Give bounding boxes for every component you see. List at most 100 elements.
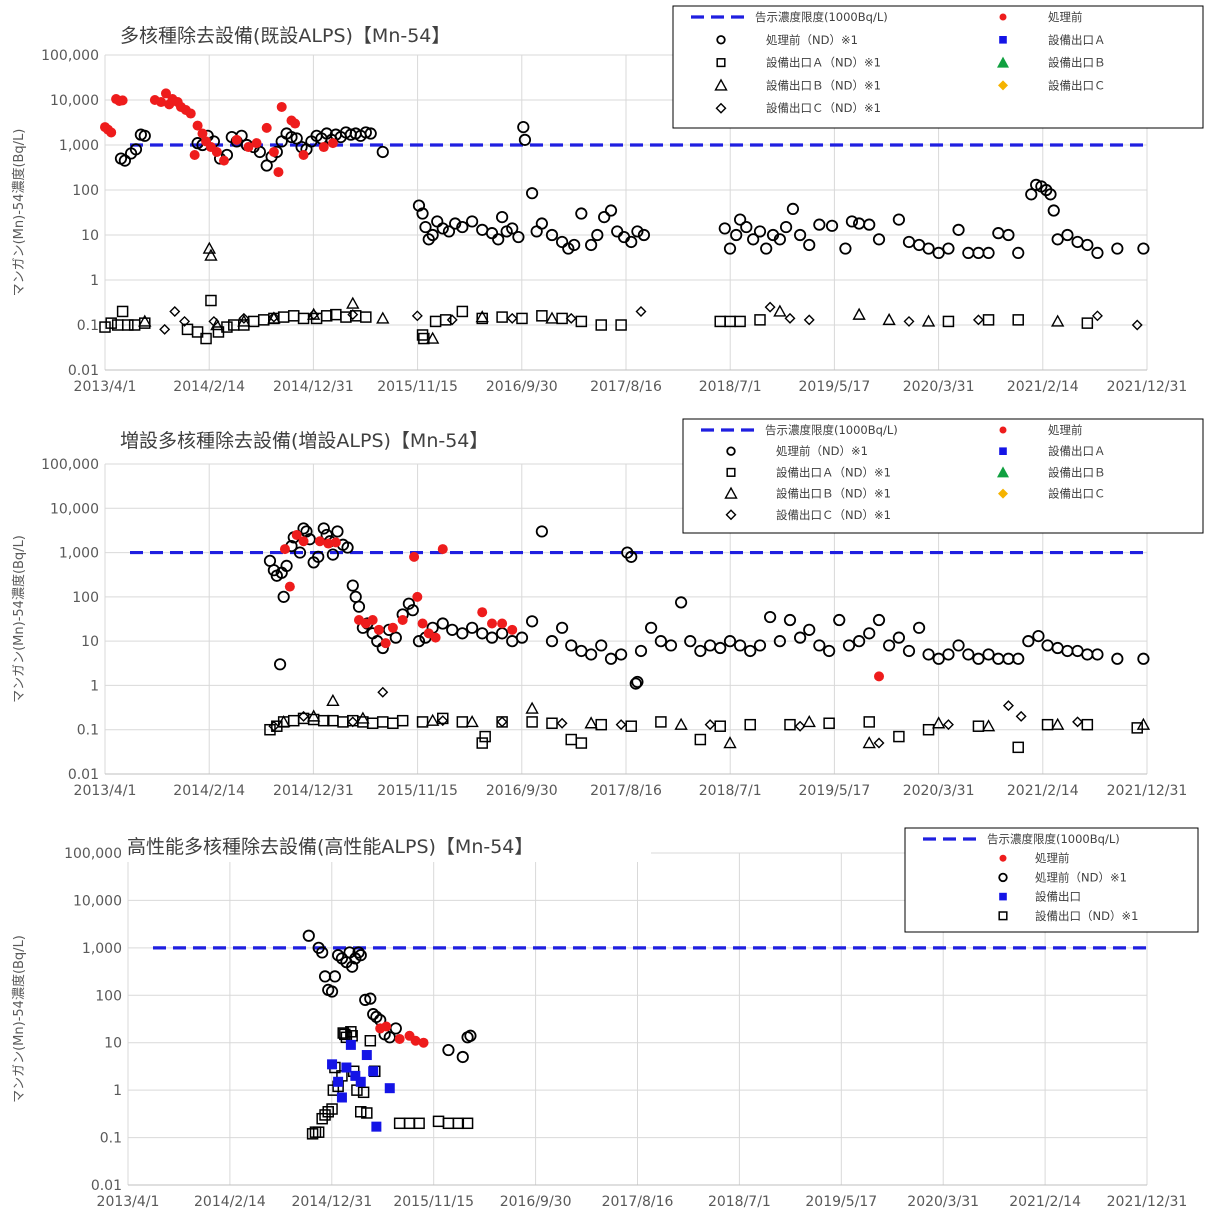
point-out-c-nd (1002, 700, 1014, 712)
point-out-a-nd (122, 319, 134, 331)
point-pre-nd (786, 202, 800, 216)
point-pre-nd (1081, 238, 1094, 252)
point-pre-nd (354, 949, 367, 962)
legend-item-out-b-nd: 設備出口Ｂ（ND）※1 (724, 487, 891, 501)
x-tick-label: 2020/3/31 (907, 1194, 979, 1210)
point-pre-nd (318, 970, 332, 983)
point-pre-nd (637, 228, 651, 242)
point-pre-nd (842, 639, 856, 652)
legend-swatch (725, 509, 737, 521)
point-pre-nd (922, 648, 935, 661)
point-pre-nd (783, 613, 797, 627)
point-pre (273, 167, 284, 178)
point-pre-nd (863, 218, 876, 231)
point-pre-nd (674, 596, 688, 609)
y-tick-label: 100 (95, 988, 122, 1004)
point-pre-nd (526, 187, 539, 200)
point-out-a-nd (200, 332, 212, 345)
point-out-a-nd (982, 314, 995, 326)
point-pre-nd (629, 677, 642, 690)
point-out-a-nd (784, 718, 796, 731)
legend-item-out-c-nd: 設備出口Ｃ（ND）※1 (715, 101, 881, 115)
legend-label: 処理前 (1048, 10, 1083, 24)
point-out-c-nd (556, 717, 568, 729)
point-pre-nd (325, 985, 339, 998)
point-out-a-nd (191, 326, 204, 338)
point-pre-nd (1047, 204, 1060, 217)
point-pre (874, 671, 885, 682)
point-pre-nd (604, 652, 618, 665)
x-tick-label: 2015/11/15 (393, 1194, 474, 1210)
point-pre-nd (364, 127, 377, 140)
point-out-a-nd (615, 319, 627, 331)
y-tick-label: 0.01 (68, 363, 99, 379)
point-out-b-nd (931, 716, 946, 729)
point-out-c-nd (1072, 716, 1084, 728)
point-pre-nd (839, 242, 852, 255)
point-out-nd (306, 1128, 319, 1140)
point-pre-nd (730, 228, 743, 242)
point-out-a-nd (418, 332, 430, 345)
point-pre-nd (545, 635, 559, 648)
point-out-a-nd (556, 312, 568, 325)
x-tick-label: 2014/2/14 (173, 783, 245, 799)
y-tick-label: 100 (72, 590, 99, 606)
point-pre-nd (803, 238, 816, 252)
point-out-a-nd (1012, 314, 1024, 326)
point-pre-nd (485, 631, 499, 644)
point-pre-nd (740, 220, 753, 234)
point-pre (268, 146, 279, 157)
point-pre-nd (515, 631, 529, 644)
point-pre-nd (1002, 228, 1015, 242)
point-pre-nd (631, 225, 644, 238)
point-out-a-nd (536, 310, 548, 322)
chart-title: 増設多核種除去設備(増設ALPS)【Mn-54】 (120, 430, 488, 452)
legend-item-out-c: 設備出口Ｃ (998, 78, 1106, 92)
point-pre-nd (902, 235, 916, 249)
point-pre-nd (431, 215, 444, 228)
point-pre-nd (631, 675, 644, 689)
point-out-b-nd (210, 318, 224, 331)
point-out-a-nd (972, 720, 985, 732)
point-out-b-nd (1050, 717, 1065, 730)
point-pre-nd (389, 1022, 402, 1035)
point-pre-nd (575, 207, 588, 220)
series-pre (375, 1021, 429, 1048)
y-tick-label: 0.01 (68, 767, 99, 783)
point-pre-nd (585, 648, 598, 661)
legend-label: 設備出口Ｂ（ND）※1 (766, 78, 881, 92)
point-pre (323, 538, 334, 549)
point-pre-nd (972, 246, 985, 260)
point-out-a-nd (516, 312, 528, 325)
point-out-c-nd (635, 305, 647, 317)
point-out-c-nd (942, 719, 954, 731)
point-out (350, 1070, 361, 1081)
point-pre (251, 138, 262, 149)
point-pre (189, 149, 200, 160)
legend-swatch (726, 446, 736, 456)
point-out-b-nd (376, 311, 390, 324)
point-pre-nd (902, 644, 916, 658)
point-out-b-nd (425, 331, 440, 344)
point-pre (219, 155, 230, 166)
point-out-b-nd (802, 714, 816, 728)
point-out-c-nd (159, 323, 171, 335)
point-pre-nd (367, 1008, 380, 1021)
point-out-c-nd (565, 312, 577, 324)
point-out (327, 1059, 338, 1070)
point-pre-nd (1137, 652, 1150, 665)
point-pre-nd (1030, 178, 1043, 191)
point-out-b-nd (882, 312, 896, 326)
point-pre-nd (1091, 648, 1104, 661)
point-pre-nd (352, 946, 365, 959)
point-out-b-nd (475, 310, 489, 323)
point-out-nd (357, 1086, 370, 1099)
point-out-b-nd (545, 311, 559, 324)
point-pre-nd (129, 143, 143, 156)
series-pre_nd (263, 522, 1150, 690)
point-out-a-nd (496, 311, 508, 323)
point-out-c-nd (784, 312, 796, 324)
legend-item-out-b-nd: 設備出口Ｂ（ND）※1 (714, 78, 881, 92)
point-pre (437, 544, 448, 555)
point-out (336, 1092, 347, 1103)
